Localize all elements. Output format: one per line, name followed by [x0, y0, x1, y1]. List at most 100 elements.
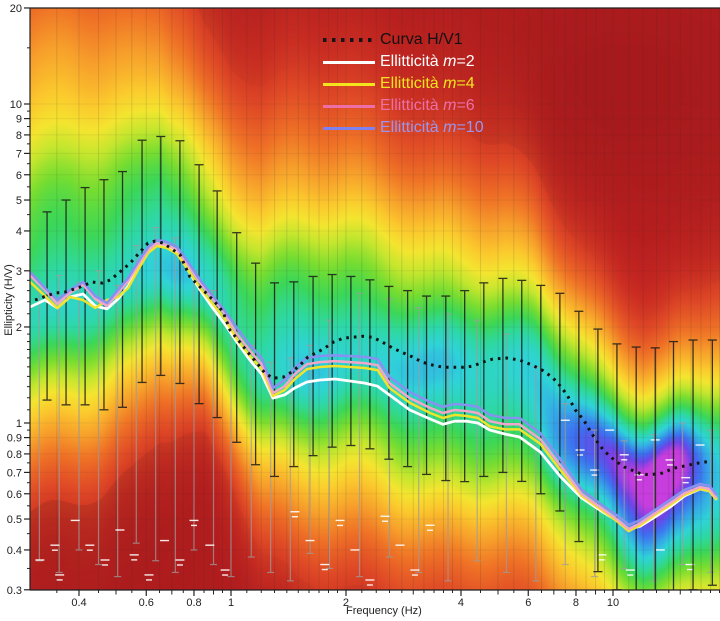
y-tick-label: 0.7	[7, 467, 22, 479]
white-uncertainty-mark	[189, 519, 199, 527]
error-bar	[532, 366, 540, 582]
error-bar	[422, 295, 432, 476]
white-uncertainty-mark	[597, 554, 607, 561]
white-uncertainty-mark	[290, 511, 300, 518]
white-uncertainty-mark	[335, 519, 345, 527]
y-tick-label: 4	[16, 226, 22, 238]
white-uncertainty-mark	[619, 454, 629, 461]
solid-line-sample-icon	[323, 60, 375, 64]
error-bar	[175, 140, 185, 385]
y-axis-title: Ellipticity (H/V)	[3, 264, 15, 336]
error-bar	[536, 284, 546, 495]
x-tick-label: 0.4	[71, 597, 86, 609]
white-uncertainty-mark	[425, 524, 435, 531]
legend-label: Ellitticità m=6	[380, 97, 475, 114]
white-uncertainty-mark	[320, 563, 330, 571]
solid-line-sample-icon	[323, 126, 375, 130]
error-bar	[61, 199, 71, 406]
error-bar	[668, 340, 678, 590]
error-bar	[620, 440, 628, 570]
ellipticity-m10-curve	[30, 238, 718, 527]
white-uncertainty-mark	[175, 559, 185, 566]
ellipticity-probability-heatmap	[30, 8, 720, 590]
x-tick-label: 0.8	[186, 597, 201, 609]
legend-label: Ellitticità m=4	[380, 75, 475, 92]
error-bar	[210, 290, 218, 566]
error-bar	[95, 270, 103, 566]
y-tick-label: 0.4	[7, 545, 22, 557]
error-bar	[152, 226, 160, 562]
x-tick-label: 6	[525, 597, 531, 609]
error-bar	[460, 289, 470, 483]
y-tick-label: 0.6	[7, 489, 22, 501]
error-bar	[308, 275, 318, 457]
error-bar	[561, 403, 569, 566]
error-bar	[55, 274, 63, 574]
y-tick-label: 0.9	[7, 433, 22, 445]
error-bar	[441, 295, 451, 482]
legend-item-ellipticity-m4: Ellitticità m=4	[323, 73, 484, 95]
white-uncertainty-mark	[50, 544, 60, 551]
error-bar	[171, 237, 179, 574]
error-bar	[35, 290, 43, 562]
x-tick-label: 1	[228, 597, 234, 609]
error-bar	[593, 328, 603, 573]
x-tick-label: 2	[343, 597, 349, 609]
error-bar	[403, 289, 413, 468]
error-bar	[99, 179, 109, 411]
white-uncertainty-mark	[575, 449, 585, 456]
y-tick-label: 0.5	[7, 514, 22, 526]
error-bar	[479, 282, 489, 478]
error-bar	[707, 339, 717, 586]
white-uncertainty-mark	[410, 569, 420, 576]
y-tick-label: 1	[16, 418, 22, 430]
legend-label: Ellitticità m=2	[380, 53, 475, 70]
y-tick-label: 3	[16, 266, 22, 278]
error-bar	[270, 282, 280, 478]
legend-label: Curva H/V1	[380, 31, 463, 48]
error-bar	[194, 164, 204, 405]
white-uncertainty-mark	[380, 515, 390, 522]
white-uncertainty-mark	[365, 579, 375, 586]
error-bar	[574, 310, 584, 543]
legend: Curva H/V1 Ellitticità m=2 Ellitticità m…	[323, 29, 484, 139]
error-bar	[227, 319, 235, 578]
error-bar	[247, 344, 255, 558]
error-bar	[156, 135, 166, 377]
solid-line-sample-icon	[323, 104, 375, 108]
solid-line-sample-icon	[323, 82, 375, 86]
error-bar	[190, 270, 198, 551]
x-tick-label: 10	[607, 597, 619, 609]
y-tick-label: 6	[16, 170, 22, 182]
x-axis-title: Frequency (Hz)	[346, 605, 422, 617]
error-bar	[42, 211, 52, 401]
y-tick-label: 10	[10, 99, 22, 111]
white-uncertainty-mark	[625, 569, 635, 576]
y-tick-label: 9	[16, 114, 22, 126]
error-bar	[415, 307, 423, 574]
ellipticity-m2-curve	[30, 242, 718, 531]
x-tick-label: 8	[573, 597, 579, 609]
white-uncertainty-mark	[220, 569, 230, 576]
error-bar	[384, 285, 394, 460]
white-uncertainty-mark	[85, 544, 95, 551]
legend-item-ellipticity-m10: Ellitticità m=10	[323, 117, 484, 139]
legend-item-ellipticity-m6: Ellitticità m=6	[323, 95, 484, 117]
y-tick-label: 2	[16, 322, 22, 334]
error-bar	[502, 333, 510, 574]
white-uncertainty-mark	[144, 574, 154, 581]
legend-label: Ellitticità m=10	[380, 119, 484, 136]
error-bar	[132, 244, 140, 544]
dotted-line-sample-icon	[323, 38, 375, 42]
error-bar	[498, 277, 508, 474]
error-bar	[650, 433, 658, 582]
error-bar	[650, 347, 660, 590]
error-bar	[286, 357, 294, 582]
ellipticity-m6-curve	[30, 241, 718, 531]
error-bar	[75, 282, 83, 551]
error-bar	[612, 343, 622, 590]
white-uncertainty-mark	[129, 554, 139, 561]
y-tick-label: 20	[10, 3, 22, 15]
